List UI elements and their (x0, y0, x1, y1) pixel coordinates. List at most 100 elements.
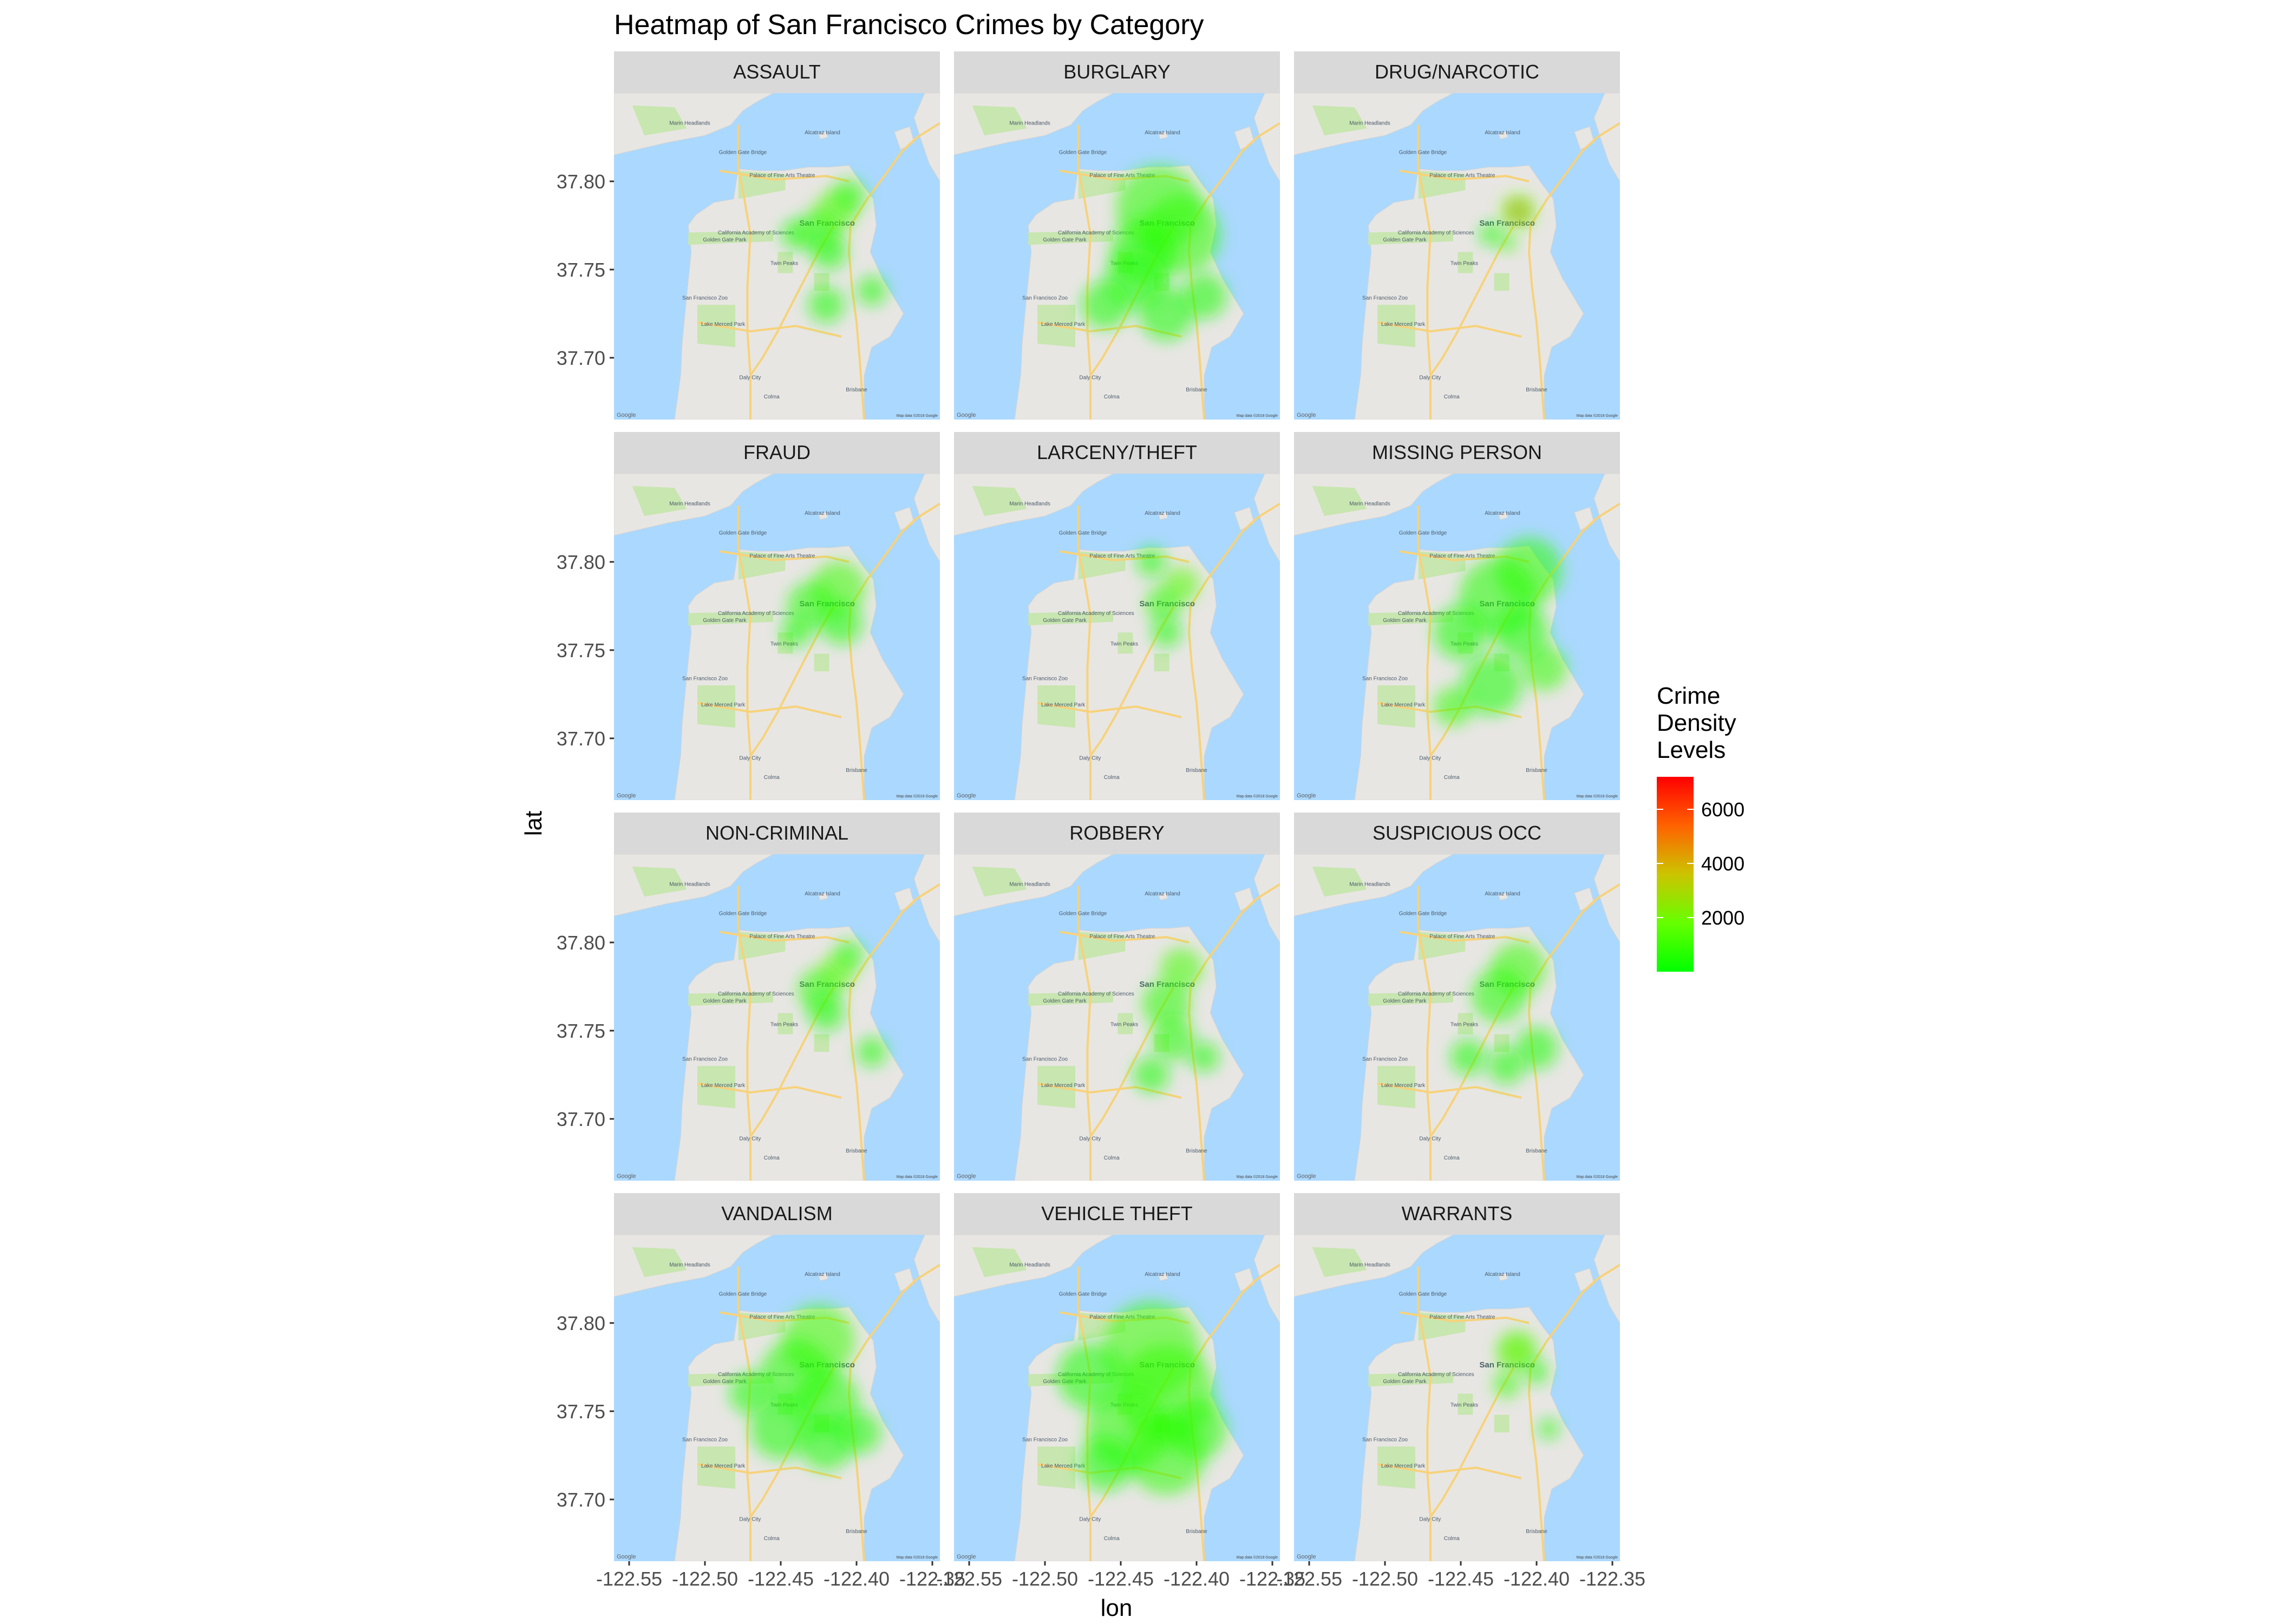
facet-strip-label: MISSING PERSON (1372, 441, 1542, 463)
land-area (1253, 474, 1280, 562)
map-place-label: Golden Gate Park (1043, 618, 1087, 624)
facet-strip (1294, 1193, 1620, 1235)
y-tick-label: 37.80 (557, 171, 605, 193)
x-tick-label: -122.55 (1276, 1568, 1342, 1590)
basemap: Alcatraz Island Golden Gate Bridge Palace … (614, 854, 940, 1181)
map-place-label: Alcatraz Island (1485, 130, 1520, 136)
density-hotspot (1499, 234, 1517, 252)
legend-colorbar (1657, 777, 1694, 972)
map-place-label: Lake Merced Park (701, 1083, 746, 1089)
highway (1377, 321, 1522, 338)
park-area (1494, 1034, 1510, 1052)
google-logo-label: Google (1297, 793, 1316, 799)
map-place-label: Colma (764, 1536, 780, 1542)
land-area (1498, 1273, 1508, 1281)
map-attribution: Map data ©2018 Google (1577, 1555, 1618, 1560)
facet-strip-label: VANDALISM (721, 1202, 832, 1224)
map-place-label: Golden Gate Bridge (1059, 1291, 1107, 1297)
y-tick-label: 37.80 (557, 1312, 605, 1334)
map-place-label: San Francisco Zoo (1362, 1437, 1408, 1443)
park-area (738, 932, 786, 960)
basemap: Alcatraz Island Golden Gate Bridge Palace … (954, 93, 1280, 420)
map-place-label: Daly City (1079, 1516, 1101, 1522)
park-area (1312, 866, 1367, 897)
density-layer (1136, 547, 1200, 648)
map-place-label: California Academy of Sciences (1058, 611, 1134, 617)
land-area (1253, 854, 1280, 943)
map-place-label: Marin Headlands (1349, 501, 1390, 507)
density-hotspot (1145, 586, 1181, 623)
land-area (913, 93, 940, 182)
land-area (1253, 93, 1280, 182)
map-place-label: Golden Gate Park (703, 998, 747, 1004)
google-logo-label: Google (957, 793, 976, 799)
density-hotspot (1488, 1047, 1525, 1084)
map-place-label: Twin Peaks (770, 641, 798, 647)
density-hotspot (1078, 1437, 1133, 1492)
map-place-label: California Academy of Sciences (718, 611, 794, 617)
facet-strip-label: ROBBERY (1069, 822, 1164, 844)
map-place-label: Lake Merced Park (1041, 1083, 1086, 1089)
map-place-label: Brisbane (846, 387, 867, 393)
map-place-label: San Francisco Zoo (1022, 1437, 1068, 1443)
density-layer (1492, 1330, 1559, 1440)
highway (1037, 702, 1182, 718)
facet-strip-label: FRAUD (743, 441, 811, 463)
map-place-label: Colma (1444, 1536, 1460, 1542)
map-attribution: Map data ©2018 Google (897, 414, 938, 418)
facet-strip-label: LARCENY/THEFT (1037, 441, 1197, 463)
density-hotspot (1492, 1371, 1520, 1399)
density-hotspot (1136, 547, 1166, 577)
map-place-label: Golden Gate Park (1383, 237, 1427, 243)
land-area (818, 512, 828, 520)
density-hotspot (1189, 1042, 1219, 1072)
map-place-label: Twin Peaks (1110, 1021, 1138, 1027)
map-place-label: Alcatraz Island (1485, 510, 1520, 516)
map-place-label: Colma (1444, 394, 1460, 400)
density-hotspot (1151, 617, 1181, 648)
facet-panels: ASSAULT Alcatraz Island Golden Gate Bridge… (614, 51, 1620, 1561)
x-tick-label: -122.45 (1088, 1568, 1154, 1590)
park-area (632, 105, 687, 136)
park-area (1418, 932, 1466, 960)
density-hotspot (1450, 1039, 1487, 1076)
map-place-label: Daly City (1419, 1516, 1441, 1522)
density-hotspot (1538, 1418, 1559, 1440)
google-logo-label: Google (957, 1554, 976, 1560)
facet-strip-label: VEHICLE THEFT (1041, 1202, 1192, 1224)
map-place-label: Golden Gate Bridge (1059, 530, 1107, 536)
google-logo-label: Google (617, 412, 636, 418)
highway (1060, 931, 1190, 944)
park-area (1368, 611, 1453, 626)
facet-panel: LARCENY/THEFT Alcatraz Island Golden Gate … (954, 432, 1280, 800)
x-tick-label: -122.55 (596, 1568, 662, 1590)
x-tick-label: -122.45 (1428, 1568, 1494, 1590)
park-area (814, 1034, 829, 1052)
map-place-label: Alcatraz Island (805, 1272, 840, 1278)
park-area (1028, 992, 1113, 1006)
density-hotspot (1461, 655, 1521, 716)
map-place-label: Alcatraz Island (1145, 891, 1180, 897)
density-hotspot (1479, 222, 1504, 247)
land-area (818, 893, 828, 901)
density-layer (797, 939, 887, 1068)
land-area (1158, 132, 1168, 140)
land-area (913, 854, 940, 943)
park-area (1494, 273, 1510, 291)
facet-panel: VEHICLE THEFT Alcatraz Island Golden Gate … (954, 1193, 1280, 1561)
map-place-label: Palace of Fine Arts Theatre (749, 553, 815, 559)
highway (1187, 579, 1208, 800)
map-place-label: Colma (764, 394, 780, 400)
park-area (688, 992, 773, 1006)
density-hotspot (1471, 968, 1526, 1023)
google-logo-label: Google (617, 1554, 636, 1560)
map-attribution: Map data ©2018 Google (1577, 1175, 1618, 1179)
land-area (913, 474, 940, 562)
park-area (1118, 632, 1133, 654)
highway (1546, 1263, 1620, 1341)
map-place-label: San Francisco Zoo (1022, 295, 1068, 301)
map-attribution: Map data ©2018 Google (1237, 794, 1278, 798)
map-place-label: Twin Peaks (1450, 1021, 1478, 1027)
facet-strip-label: DRUG/NARCOTIC (1375, 61, 1539, 83)
map-place-label: Golden Gate Bridge (1059, 911, 1107, 916)
